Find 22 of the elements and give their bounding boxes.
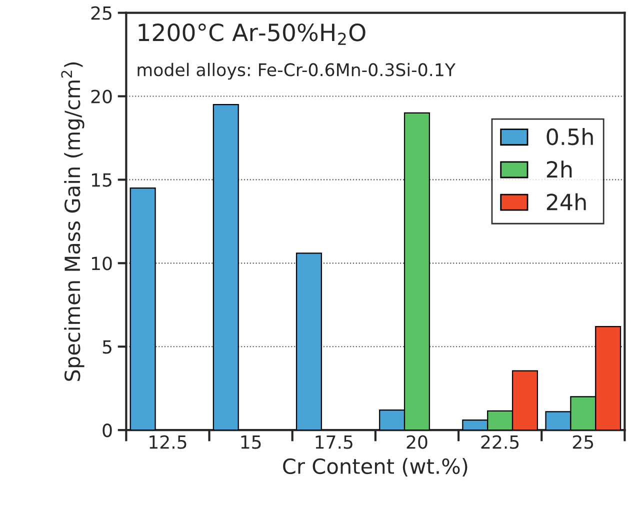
y-tick-label: 5 (102, 340, 112, 354)
bar (130, 188, 156, 430)
legend-label: 24h (546, 193, 586, 210)
bar (212, 104, 239, 430)
legend-label: 2h (546, 160, 572, 178)
legend-label: 0.5h (546, 128, 593, 146)
y-axis-title: Specimen Mass Gain (mg/cm$^{2}$) (61, 62, 84, 381)
x-tick-label: 12.5 (150, 435, 186, 449)
y-tick-label: 20 (91, 90, 112, 104)
bar (296, 252, 322, 430)
x-tick-label: 20 (406, 435, 428, 449)
x-tick-label: 22.5 (481, 435, 519, 449)
x-axis-title: Cr Content (wt.%) (283, 458, 468, 477)
chart-title: 1200°C Ar-50%H$_{2}$O (138, 23, 366, 45)
x-tick-label: 15 (241, 435, 261, 449)
y-tick-label: 10 (92, 256, 112, 270)
y-tick-label: 0 (102, 424, 112, 438)
y-tick-label: 25 (91, 6, 112, 20)
x-tick-label: 17.5 (316, 435, 352, 449)
y-tick-label: 15 (92, 173, 112, 187)
text: model alloys: Fe-Cr-0.6Mn-0.3Si-0.1Y (138, 62, 456, 80)
x-tick-label: 25 (572, 435, 594, 449)
